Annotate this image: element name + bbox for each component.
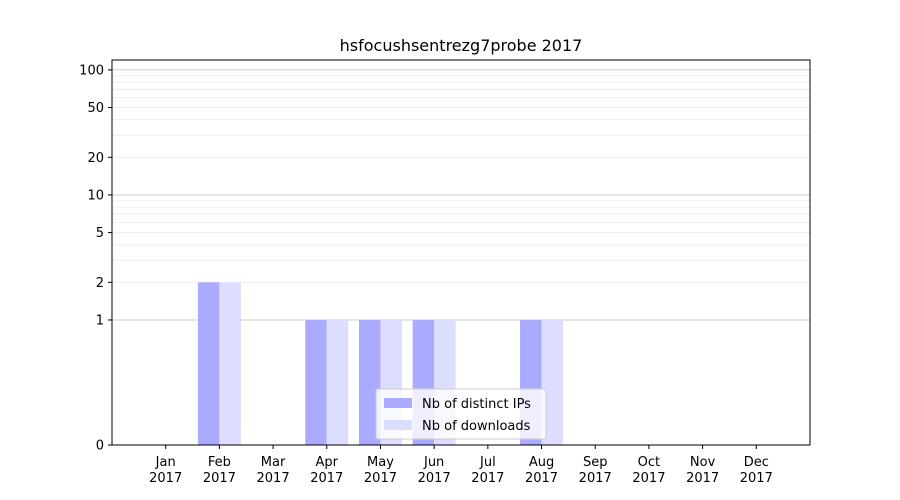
x-tick-label-year: 2017: [364, 471, 397, 486]
x-tick-label-month: Jun: [423, 455, 444, 470]
x-tick-label-year: 2017: [418, 471, 451, 486]
bar-distinct-ips: [197, 282, 220, 445]
x-tick-label-month: Aug: [529, 455, 554, 470]
x-tick-label-month: Sep: [583, 455, 608, 470]
y-tick-label: 100: [79, 63, 104, 78]
x-tick-label-month: Feb: [208, 455, 231, 470]
bar-downloads: [326, 319, 349, 445]
x-tick-label-month: Nov: [690, 455, 716, 470]
legend-label-downloads: Nb of downloads: [422, 419, 531, 434]
grid-lines: [112, 69, 810, 321]
x-tick-label-year: 2017: [149, 471, 182, 486]
x-tick-label-year: 2017: [310, 471, 343, 486]
plot-frame: [111, 59, 811, 446]
x-tick-label-month: May: [367, 455, 394, 470]
bar-downloads: [541, 319, 564, 445]
x-tick-label-year: 2017: [632, 471, 665, 486]
y-tick-label: 5: [96, 226, 104, 241]
x-tick-label-month: Oct: [638, 455, 660, 470]
y-tick-label: 20: [87, 151, 104, 166]
y-tick-label: 10: [87, 188, 104, 203]
y-tick-label: 1: [96, 313, 104, 328]
x-tick-label-year: 2017: [579, 471, 612, 486]
legend-box: [375, 388, 547, 440]
x-tick-label-year: 2017: [740, 471, 773, 486]
y-tick-label: 2: [96, 276, 104, 291]
bar-distinct-ips: [358, 319, 381, 445]
x-tick-label-year: 2017: [203, 471, 236, 486]
y-axis: 0 1 2 5 10 20 50 100: [79, 63, 112, 454]
bar-downloads: [219, 282, 241, 445]
x-tick-label-month: Dec: [744, 455, 769, 470]
legend-swatch-downloads: [384, 420, 412, 430]
x-tick-label-month: Apr: [316, 455, 339, 470]
x-tick-label-year: 2017: [525, 471, 558, 486]
legend-label-distinct-ips: Nb of distinct IPs: [422, 397, 531, 412]
x-tick-label-month: Jul: [479, 455, 496, 470]
bar-distinct-ips: [305, 319, 327, 445]
x-tick-label-year: 2017: [257, 471, 290, 486]
y-tick-label: 0: [96, 439, 104, 454]
legend: Nb of distinct IPs Nb of downloads: [375, 388, 547, 440]
x-tick-label-month: Mar: [261, 455, 286, 470]
x-tick-label-year: 2017: [686, 471, 719, 486]
chart-title: hsfocushsentrezg7probe 2017: [340, 36, 583, 55]
x-tick-label-month: Jan: [155, 455, 176, 470]
x-tick-label-year: 2017: [471, 471, 504, 486]
y-tick-label: 50: [87, 101, 104, 116]
x-axis: Jan2017Feb2017Mar2017Apr2017May2017Jun20…: [149, 445, 773, 486]
legend-swatch-distinct-ips: [384, 398, 412, 408]
